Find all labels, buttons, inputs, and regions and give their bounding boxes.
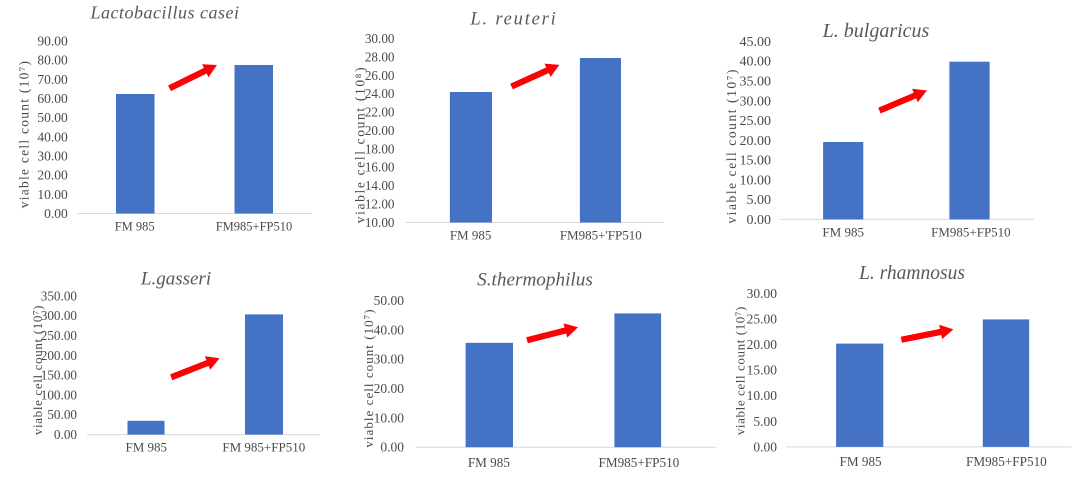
svg-text:25.00: 25.00	[740, 114, 772, 129]
svg-text:L.gasseri: L.gasseri	[140, 268, 211, 289]
svg-text:FM 985: FM 985	[822, 225, 864, 240]
svg-text:L. reuteri: L. reuteri	[469, 10, 557, 30]
svg-text:0.00: 0.00	[44, 206, 68, 221]
svg-text:12.00: 12.00	[365, 197, 395, 212]
svg-text:40.00: 40.00	[740, 55, 772, 70]
svg-text:50.00: 50.00	[47, 407, 77, 422]
svg-text:30.00: 30.00	[37, 149, 68, 164]
svg-text:viable cell count (10⁸): viable cell count (10⁸)	[353, 66, 368, 224]
svg-text:20.00: 20.00	[37, 168, 68, 183]
svg-text:18.00: 18.00	[365, 141, 395, 156]
svg-text:5.00: 5.00	[747, 193, 772, 208]
svg-text:10.00: 10.00	[374, 410, 405, 425]
svg-text:40.00: 40.00	[374, 322, 405, 337]
svg-text:15.00: 15.00	[747, 363, 778, 378]
svg-text:40.00: 40.00	[37, 129, 68, 144]
svg-text:30.00: 30.00	[365, 31, 395, 46]
svg-text:20.00: 20.00	[365, 123, 395, 138]
svg-text:250.00: 250.00	[41, 328, 78, 343]
svg-text:0.00: 0.00	[380, 440, 404, 455]
svg-text:FM 985: FM 985	[450, 228, 492, 243]
svg-text:Lactobacillus casei: Lactobacillus casei	[90, 3, 240, 23]
svg-text:50.00: 50.00	[374, 293, 405, 308]
svg-text:FM985+FP510: FM985+FP510	[599, 455, 680, 470]
svg-text:25.00: 25.00	[747, 311, 778, 326]
svg-text:300.00: 300.00	[41, 308, 78, 323]
svg-text:20.00: 20.00	[740, 134, 772, 149]
svg-text:150.00: 150.00	[41, 368, 78, 383]
svg-text:L. bulgaricus: L. bulgaricus	[822, 20, 930, 42]
svg-text:22.00: 22.00	[365, 105, 395, 120]
svg-text:80.00: 80.00	[37, 53, 68, 68]
svg-text:20.00: 20.00	[374, 381, 405, 396]
svg-text:26.00: 26.00	[365, 68, 395, 83]
svg-text:viable cell count (10⁷): viable cell count (10⁷)	[724, 68, 739, 224]
svg-text:FM985+FP510: FM985+FP510	[931, 225, 1011, 240]
svg-text:350.00: 350.00	[41, 288, 78, 303]
svg-text:FM 985: FM 985	[115, 220, 155, 234]
svg-text:16.00: 16.00	[365, 160, 395, 175]
svg-text:FM985+FP510: FM985+FP510	[966, 454, 1047, 469]
svg-text:FM 985+FP510: FM 985+FP510	[222, 439, 305, 454]
svg-text:70.00: 70.00	[37, 72, 68, 87]
svg-text:90.00: 90.00	[37, 34, 68, 49]
svg-text:viable cell count (10⁷): viable cell count (10⁷)	[17, 60, 32, 209]
svg-text:14.00: 14.00	[365, 178, 395, 193]
svg-text:30.00: 30.00	[374, 352, 405, 367]
svg-text:10.00: 10.00	[37, 187, 68, 202]
svg-text:15.00: 15.00	[740, 154, 772, 169]
svg-text:FM985+FP510: FM985+FP510	[216, 220, 293, 234]
svg-text:viable cell count (10⁷): viable cell count (10⁷)	[30, 305, 45, 435]
svg-text:10.00: 10.00	[740, 173, 772, 188]
svg-text:10.00: 10.00	[365, 215, 395, 230]
svg-text:viable cell count (10⁷): viable cell count (10⁷)	[361, 308, 376, 447]
svg-text:100.00: 100.00	[41, 387, 78, 402]
svg-text:viable cell count (10⁷): viable cell count (10⁷)	[732, 306, 747, 435]
svg-text:FM 985: FM 985	[468, 455, 511, 470]
svg-text:45.00: 45.00	[740, 35, 772, 50]
svg-text:5.00: 5.00	[753, 414, 777, 429]
svg-text:30.00: 30.00	[740, 94, 772, 109]
svg-text:24.00: 24.00	[365, 86, 395, 101]
svg-text:35.00: 35.00	[740, 75, 772, 90]
svg-text:FM 985: FM 985	[840, 454, 883, 469]
svg-text:0.00: 0.00	[753, 439, 777, 454]
svg-text:0.00: 0.00	[54, 427, 77, 442]
svg-text:20.00: 20.00	[747, 337, 778, 352]
svg-text:S.thermophilus: S.thermophilus	[477, 270, 593, 291]
svg-text:60.00: 60.00	[37, 91, 68, 106]
svg-text:200.00: 200.00	[41, 348, 78, 363]
svg-text:FM 985: FM 985	[126, 439, 168, 454]
svg-text:28.00: 28.00	[365, 49, 395, 64]
svg-text:50.00: 50.00	[37, 110, 68, 125]
svg-text:10.00: 10.00	[747, 388, 778, 403]
svg-text:FM985+'FP510: FM985+'FP510	[560, 228, 642, 243]
svg-text:0.00: 0.00	[747, 213, 772, 228]
svg-text:L. rhamnosus: L. rhamnosus	[858, 263, 965, 284]
svg-text:30.00: 30.00	[747, 286, 778, 301]
